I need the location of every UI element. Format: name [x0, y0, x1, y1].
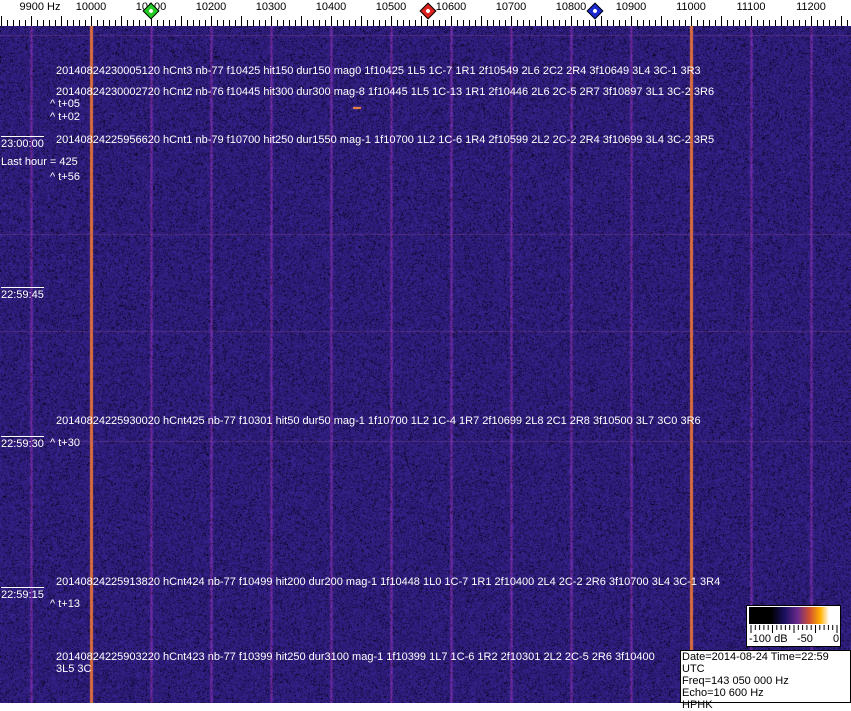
- tick-label: 10300: [255, 1, 287, 13]
- detection-2-offset: ^ t+05: [50, 98, 80, 110]
- info-box: Date=2014-08-24 Time=22:59 UTC Freq=143 …: [680, 650, 851, 711]
- time-label-4: 22:59:15: [1, 587, 44, 601]
- detection-3-offset: ^ t+02: [50, 111, 80, 123]
- info-freq: Freq=143 050 000 Hz: [682, 675, 789, 687]
- frequency-axis: 9900 Hz 10000101001020010300104001050010…: [0, 0, 851, 26]
- detection-5: 20140824225930020 hCnt425 nb-77 f10301 h…: [56, 415, 701, 427]
- scale-label-min: -100 dB: [749, 633, 788, 645]
- scale-ticks: [750, 625, 838, 633]
- tick-label: 11200: [796, 1, 826, 13]
- tick-label: 10900: [615, 1, 647, 13]
- detection-1: 20140824230005120 hCnt3 nb-77 f10425 hit…: [56, 65, 701, 77]
- detection-6: 20140824225913820 hCnt424 nb-77 f10499 h…: [56, 576, 721, 588]
- detection-2: 20140824230002720 hCnt2 nb-76 f10445 hit…: [56, 86, 715, 98]
- time-label-1: 23:00:00: [1, 136, 44, 150]
- tick-label: 10700: [495, 1, 527, 13]
- last-hour-count: Last hour = 425: [1, 156, 78, 168]
- time-label-2: 22:59:45: [1, 287, 44, 301]
- scale-label-max: 0: [833, 633, 840, 645]
- detection-4: 20140824225956620 hCnt1 nb-79 f10700 hit…: [56, 134, 715, 146]
- scale-label-mid: -50: [797, 633, 813, 645]
- tick-label: 10400: [315, 1, 347, 13]
- axis-ticks: [1, 16, 848, 26]
- detection-7: 20140824225903220 hCnt423 nb-77 f10399 h…: [56, 651, 655, 675]
- tick-label: 10000: [75, 1, 107, 13]
- info-echo: Echo=10 600 Hz: [682, 687, 764, 699]
- color-scale-legend: -100 dB -50 0: [746, 605, 841, 647]
- detection-6-offset: ^ t+13: [50, 598, 80, 610]
- tick-label: 10600: [435, 1, 467, 13]
- time-label-3: 22:59:30: [1, 436, 44, 450]
- detection-5-offset: ^ t+30: [50, 437, 80, 449]
- color-gradient: [749, 607, 838, 624]
- tick-label: 11000: [676, 1, 706, 13]
- tick-label: 10500: [375, 1, 407, 13]
- info-date: Date=2014-08-24 Time=22:59 UTC: [682, 651, 829, 675]
- tick-label: 10200: [195, 1, 227, 13]
- spectrogram-waterfall: [0, 26, 851, 703]
- axis-unit-label: 9900 Hz: [19, 1, 61, 13]
- detection-4-offset: ^ t+56: [50, 171, 80, 183]
- tick-label: 10800: [555, 1, 587, 13]
- tick-label: 11100: [736, 1, 766, 13]
- info-station: HPHK: [682, 699, 713, 711]
